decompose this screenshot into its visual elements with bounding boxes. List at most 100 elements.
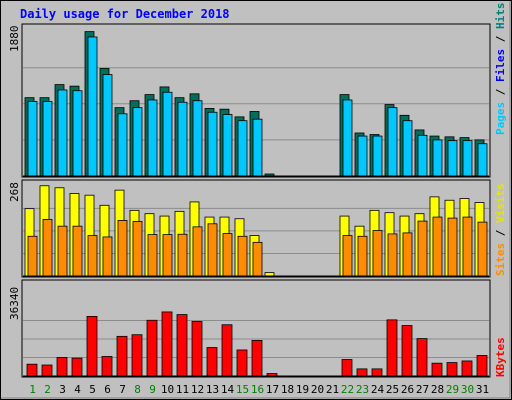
bar-files-day-16	[252, 118, 263, 177]
xtick-day-12: 12	[191, 383, 204, 396]
legend-sep-1: /	[494, 82, 507, 102]
bar-sites-day-11	[177, 233, 188, 277]
bar-files-day-10	[162, 91, 173, 177]
bar-sites-day-23	[357, 235, 368, 277]
ymax-label-hits: 1880	[8, 26, 21, 53]
legend-sites: Sites	[494, 243, 507, 276]
legend-hits: Hits	[494, 3, 507, 30]
xtick-day-4: 4	[74, 383, 81, 396]
bar-files-day-7	[117, 113, 128, 177]
bar-files-day-13	[207, 111, 218, 177]
bar-files-day-26	[402, 120, 413, 177]
xtick-day-15: 15	[236, 383, 249, 396]
bar-kbytes-day-2	[41, 364, 53, 377]
bar-kbytes-day-12	[191, 321, 203, 377]
legend-visits: Visits	[494, 183, 507, 223]
bar-kbytes-day-26	[401, 325, 413, 377]
bar-sites-day-4	[72, 225, 83, 277]
bar-files-day-14	[222, 114, 233, 177]
bar-kbytes-day-7	[116, 335, 128, 377]
bar-sites-day-7	[117, 220, 128, 277]
bar-files-day-29	[447, 140, 458, 177]
bar-kbytes-day-1	[26, 363, 38, 377]
xtick-day-28: 28	[431, 383, 444, 396]
bar-kbytes-day-28	[431, 362, 443, 377]
chart-marks: 1 2 3 4 5 6 7 8 9 10 11 12 13 14 15 16 17 18 19 20 21 22 23 24 2…	[23, 31, 489, 396]
bar-kbytes-day-3	[56, 357, 68, 377]
xtick-day-6: 6	[104, 383, 111, 396]
bar-sites-day-15	[237, 235, 248, 277]
legend-files: Files	[494, 49, 507, 82]
xtick-day-10: 10	[161, 383, 174, 396]
xtick-day-19: 19	[296, 383, 309, 396]
bar-sites-day-12	[192, 226, 203, 277]
bar-sites-day-1	[27, 235, 38, 277]
bar-kbytes-day-15	[236, 349, 248, 377]
bar-files-day-9	[147, 99, 158, 177]
xtick-day-3: 3	[59, 383, 66, 396]
xtick-day-21: 21	[326, 383, 339, 396]
bar-sites-day-22	[342, 235, 353, 277]
xtick-day-18: 18	[281, 383, 294, 396]
xtick-day-8: 8	[134, 383, 141, 396]
xtick-day-25: 25	[386, 383, 399, 396]
xtick-day-30: 30	[461, 383, 474, 396]
bar-files-day-22	[342, 99, 353, 177]
bar-kbytes-day-11	[176, 314, 188, 377]
bar-files-day-2	[42, 101, 53, 177]
bar-kbytes-day-5	[86, 316, 98, 377]
bar-files-day-28	[432, 139, 443, 177]
bar-kbytes-day-24	[371, 368, 383, 377]
bar-files-day-27	[417, 134, 428, 177]
bar-files-day-15	[237, 120, 248, 177]
bar-sites-day-29	[447, 217, 458, 277]
bar-sites-day-8	[132, 221, 143, 277]
bar-files-day-4	[72, 90, 83, 177]
bar-kbytes-day-16	[251, 340, 263, 377]
xtick-day-14: 14	[221, 383, 235, 396]
bar-sites-day-2	[42, 219, 53, 277]
bar-sites-day-28	[432, 216, 443, 277]
xtick-day-13: 13	[206, 383, 219, 396]
bar-kbytes-day-25	[386, 319, 398, 377]
bar-files-day-23	[357, 135, 368, 177]
bar-files-day-8	[132, 107, 143, 177]
xtick-day-9: 9	[149, 383, 156, 396]
bar-sites-day-6	[102, 236, 113, 277]
legend-sep-3: /	[494, 223, 507, 243]
bar-files-day-5	[87, 36, 98, 177]
bar-files-day-3	[57, 89, 68, 177]
chart-title: Daily usage for December 2018	[20, 7, 230, 21]
bar-kbytes-day-29	[446, 362, 458, 377]
bar-sites-day-24	[372, 230, 383, 277]
bar-files-day-30	[462, 140, 473, 177]
ymax-label-kbytes: 36340	[8, 287, 21, 320]
bar-files-day-12	[192, 100, 203, 177]
legend-sep-2: /	[494, 29, 507, 49]
bar-sites-day-10	[162, 234, 173, 277]
bar-kbytes-day-9	[146, 319, 158, 377]
bar-kbytes-day-23	[356, 368, 368, 377]
bar-kbytes-day-27	[416, 338, 428, 377]
bar-sites-day-26	[402, 232, 413, 277]
bar-kbytes-day-14	[221, 324, 233, 377]
xtick-day-29: 29	[446, 383, 459, 396]
bar-files-day-11	[177, 101, 188, 177]
xtick-day-2: 2	[44, 383, 51, 396]
bar-sites-day-5	[87, 235, 98, 277]
legend-pages: Pages	[494, 102, 507, 135]
bar-sites-day-25	[387, 233, 398, 277]
bar-kbytes-day-8	[131, 334, 143, 377]
bar-kbytes-day-13	[206, 347, 218, 377]
legend-hits-files: Pages / Files / Hits	[494, 3, 507, 136]
xtick-day-1: 1	[29, 383, 36, 396]
bar-sites-day-31	[477, 221, 488, 277]
xtick-day-24: 24	[371, 383, 385, 396]
bar-files-day-1	[27, 101, 38, 177]
bar-sites-day-3	[57, 225, 68, 277]
xtick-day-22: 22	[341, 383, 354, 396]
bar-kbytes-day-30	[461, 360, 473, 377]
xtick-day-7: 7	[119, 383, 126, 396]
bar-sites-day-13	[207, 223, 218, 277]
